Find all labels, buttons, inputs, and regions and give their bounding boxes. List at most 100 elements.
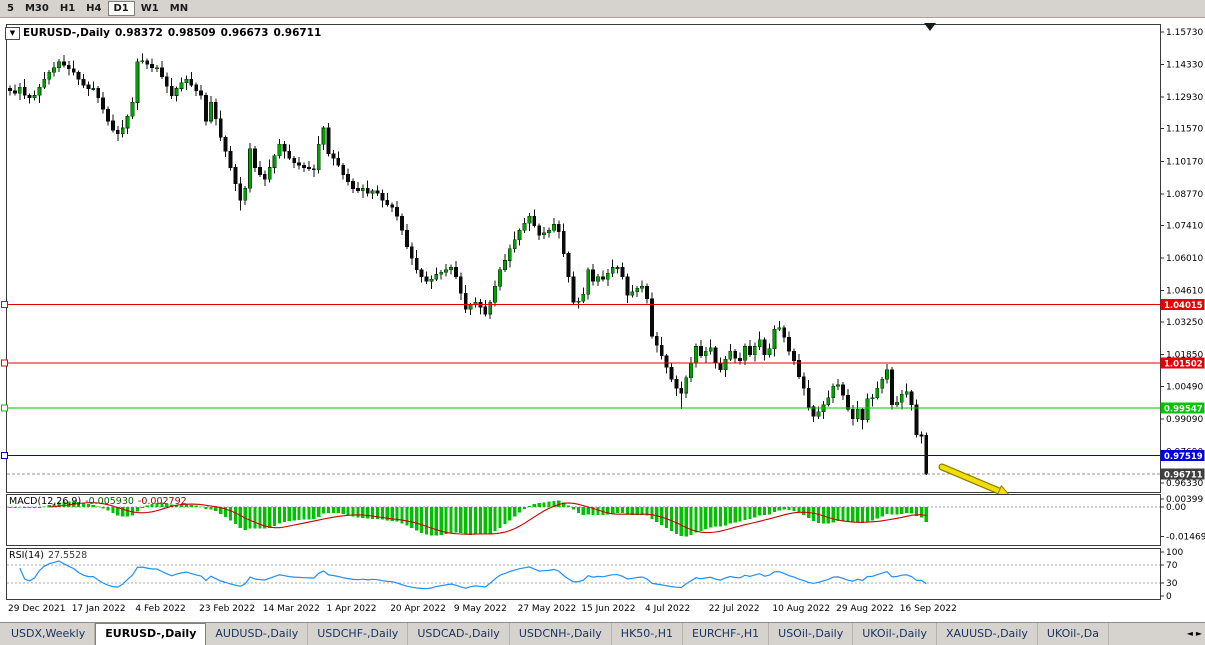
price-tag <box>1160 402 1205 414</box>
date-axis[interactable]: 29 Dec 2021 17 Jan 2022 4 Feb 2022 23 Feb 2… <box>8 604 957 614</box>
tab-scroll-left-icon[interactable]: ◄ <box>1186 629 1193 638</box>
rsi-title: RSI(14) <box>9 550 44 561</box>
svg-text:20 Apr 2022: 20 Apr 2022 <box>390 604 446 614</box>
svg-text:-0.01469: -0.01469 <box>1166 532 1205 542</box>
tab-audusd-daily[interactable]: AUDUSD-,Daily <box>206 623 309 645</box>
timeframe-toolbar: 5 M30 H1 H4 D1 W1 MN <box>0 0 1205 18</box>
svg-text:16 Sep 2022: 16 Sep 2022 <box>900 604 957 614</box>
tab-hk50-h1[interactable]: HK50-,H1 <box>612 623 684 645</box>
tab-eurusd-daily[interactable]: EURUSD-,Daily <box>95 623 207 645</box>
svg-text:0: 0 <box>1166 592 1172 602</box>
svg-text:1 Apr 2022: 1 Apr 2022 <box>327 604 377 614</box>
ohlc-high: 0.98509 <box>167 27 216 39</box>
svg-text:15 Jun 2022: 15 Jun 2022 <box>581 604 635 614</box>
price-axis[interactable]: 1.15730 1.14330 1.12930 1.11570 1.10170 1.087… <box>1160 28 1203 489</box>
ohlc-close: 0.96711 <box>273 27 322 39</box>
svg-text:0.96711: 0.96711 <box>1164 471 1203 481</box>
timeframe-button-m30[interactable]: M30 <box>24 3 49 14</box>
svg-text:4 Feb 2022: 4 Feb 2022 <box>135 604 185 614</box>
timeframe-button-h1[interactable]: H1 <box>59 3 76 14</box>
svg-text:17 Jan 2022: 17 Jan 2022 <box>72 604 126 614</box>
macd-signal-line <box>49 502 927 535</box>
svg-text:0.99090: 0.99090 <box>1166 415 1203 425</box>
tab-usdcnh-daily[interactable]: USDCNH-,Daily <box>510 623 612 645</box>
price-tag <box>1160 298 1205 310</box>
tab-scroll-arrows: ◄ ► <box>1179 629 1202 638</box>
svg-text:1.14330: 1.14330 <box>1166 61 1203 71</box>
svg-text:4 Jul 2022: 4 Jul 2022 <box>645 604 690 614</box>
tab-eurchf-h1[interactable]: EURCHF-,H1 <box>683 623 770 645</box>
rsi-label: RSI(14) 27.5528 <box>9 550 91 561</box>
rsi-axis: 100 70 30 0 <box>1160 548 1183 602</box>
svg-text:1.00490: 1.00490 <box>1166 382 1203 392</box>
timeframe-button-h4[interactable]: H4 <box>86 3 102 14</box>
svg-text:0.00399: 0.00399 <box>1166 495 1203 505</box>
macd-signal-value: -0.002792 <box>137 496 187 507</box>
price-tag <box>1160 357 1205 369</box>
svg-text:0.99547: 0.99547 <box>1164 405 1203 415</box>
tab-usoil-daily[interactable]: USOil-,Daily <box>769 623 854 645</box>
svg-text:27 May 2022: 27 May 2022 <box>518 604 577 614</box>
price-tags: 1.04015 1.01502 0.99547 0.97519 0.96711 <box>1160 298 1205 481</box>
tab-ukoil-da[interactable]: UKOil-,Da <box>1038 623 1110 645</box>
macd-label: MACD(12,26,9) -0.005930 -0.002792 <box>9 496 191 507</box>
ohlc-low: 0.96673 <box>220 27 269 39</box>
svg-text:0.00: 0.00 <box>1166 503 1186 513</box>
tab-usdx-weekly[interactable]: USDX,Weekly <box>2 623 96 645</box>
chart-tabbar: USDX,Weekly EURUSD-,Daily AUDUSD-,Daily USD… <box>0 622 1205 645</box>
chart-symbol-label: EURUSD-,Daily <box>23 27 110 39</box>
sell-marker-icon[interactable] <box>924 23 936 31</box>
price-pane <box>6 24 1161 493</box>
rsi-value: 27.5528 <box>47 550 88 561</box>
svg-text:23 Feb 2022: 23 Feb 2022 <box>199 604 255 614</box>
svg-text:22 Jul 2022: 22 Jul 2022 <box>709 604 760 614</box>
svg-text:1.01850: 1.01850 <box>1166 351 1203 361</box>
tab-scroll-right-icon[interactable]: ► <box>1195 629 1202 638</box>
svg-text:29 Dec 2021: 29 Dec 2021 <box>8 604 66 614</box>
svg-text:30: 30 <box>1166 579 1178 589</box>
hline-handle[interactable] <box>1 451 8 459</box>
hline-handle[interactable] <box>1 300 8 308</box>
svg-text:1.15730: 1.15730 <box>1166 28 1203 38</box>
svg-text:1.03250: 1.03250 <box>1166 318 1203 328</box>
tab-usdchf-daily[interactable]: USDCHF-,Daily <box>308 623 409 645</box>
tab-ukoil-daily[interactable]: UKOil-,Daily <box>853 623 937 645</box>
timeframe-button-5[interactable]: 5 <box>7 3 14 14</box>
horizontal-lines <box>1 300 1160 459</box>
rsi-pane <box>6 548 1161 600</box>
svg-text:9 May 2022: 9 May 2022 <box>454 604 507 614</box>
price-tag <box>1160 449 1205 461</box>
svg-text:10 Aug 2022: 10 Aug 2022 <box>772 604 830 614</box>
chart-dropdown-button[interactable]: ▼ <box>5 27 20 40</box>
svg-text:1.04610: 1.04610 <box>1166 287 1203 297</box>
chart-canvas[interactable]: 1.15730 1.14330 1.12930 1.11570 1.10170 1.087… <box>0 18 1205 622</box>
macd-title: MACD(12,26,9) <box>9 496 82 507</box>
svg-text:1.11570: 1.11570 <box>1166 125 1203 135</box>
tab-usdcad-daily[interactable]: USDCAD-,Daily <box>408 623 510 645</box>
timeframe-button-d1[interactable]: D1 <box>107 1 135 16</box>
svg-text:1.10170: 1.10170 <box>1166 157 1203 167</box>
chevron-down-icon: ▼ <box>9 29 16 37</box>
hline-handle[interactable] <box>1 359 8 367</box>
svg-text:70: 70 <box>1166 561 1178 571</box>
svg-text:100: 100 <box>1166 548 1183 558</box>
svg-text:1.12930: 1.12930 <box>1166 93 1203 103</box>
timeframe-button-mn[interactable]: MN <box>169 3 189 14</box>
svg-text:1.08770: 1.08770 <box>1166 190 1203 200</box>
svg-text:14 Mar 2022: 14 Mar 2022 <box>263 604 320 614</box>
hline-handle[interactable] <box>1 404 8 412</box>
timeframe-button-w1[interactable]: W1 <box>140 3 159 14</box>
candlestick-series <box>8 53 929 475</box>
ohlc-open: 0.98372 <box>114 27 163 39</box>
chart-title: EURUSD-,Daily 0.98372 0.98509 0.96673 0.9671… <box>23 27 326 39</box>
svg-text:1.01502: 1.01502 <box>1164 359 1203 369</box>
svg-text:1.06010: 1.06010 <box>1166 254 1203 264</box>
rsi-line <box>19 560 927 590</box>
tab-xauusd-daily[interactable]: XAUUSD-,Daily <box>937 623 1038 645</box>
macd-main-value: -0.005930 <box>85 496 134 507</box>
svg-text:1.07410: 1.07410 <box>1166 221 1203 231</box>
price-tag <box>1160 468 1205 480</box>
svg-text:29 Aug 2022: 29 Aug 2022 <box>836 604 894 614</box>
